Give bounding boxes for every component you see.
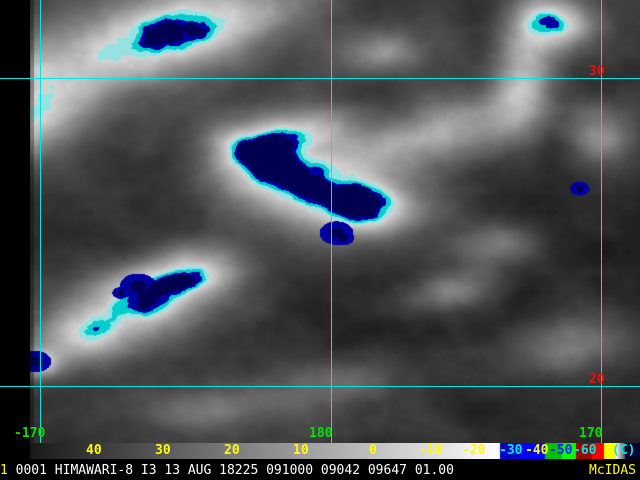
colorbar-tick-neg40: -40 bbox=[525, 443, 549, 458]
colorbar-units-label: (C) bbox=[612, 443, 636, 458]
colorbar-tick-neg20: -20 bbox=[462, 443, 486, 458]
colorbar-tick-40: 40 bbox=[86, 443, 102, 458]
colorbar-tick-10: 10 bbox=[293, 443, 309, 458]
colorbar-tick-20: 20 bbox=[224, 443, 240, 458]
latitude-gridline-20s bbox=[0, 386, 640, 387]
longitude-label-170w: -170 bbox=[14, 426, 46, 441]
satellite-image-canvas bbox=[0, 0, 640, 443]
colorbar-tick-neg60: -60 bbox=[573, 443, 597, 458]
longitude-gridline-170w bbox=[40, 0, 41, 443]
latitude-label-20: 20 bbox=[589, 372, 605, 387]
latitude-label-30: 30 bbox=[589, 64, 605, 79]
colorbar-tick-neg30: -30 bbox=[499, 443, 523, 458]
frame-number: 1 bbox=[0, 463, 8, 478]
status-line: 1 0001 HIMAWARI-8 I3 13 AUG 18225 091000… bbox=[0, 461, 640, 480]
longitude-label-170e: 170 bbox=[579, 426, 603, 441]
status-line-text: 0001 HIMAWARI-8 I3 13 AUG 18225 091000 0… bbox=[7, 463, 454, 478]
latitude-gridline-30s bbox=[0, 78, 640, 79]
colorbar-tick-30: 30 bbox=[155, 443, 171, 458]
temperature-colorbar-canvas bbox=[0, 443, 640, 459]
colorbar-tick-neg50: -50 bbox=[549, 443, 573, 458]
colorbar-tick-neg10: -10 bbox=[419, 443, 443, 458]
mcidas-branding-label: McIDAS bbox=[589, 463, 636, 478]
satellite-image-panel[interactable]: 30 20 -170 180 170 bbox=[0, 0, 640, 443]
data-void-band bbox=[0, 0, 30, 443]
temperature-colorbar[interactable]: 40 30 20 10 0 -10 -20 -30 -40 -50 -60 (C… bbox=[0, 443, 640, 459]
longitude-label-180: 180 bbox=[309, 426, 333, 441]
longitude-gridline-170e bbox=[601, 0, 602, 443]
longitude-gridline-180 bbox=[331, 0, 332, 443]
colorbar-tick-0: 0 bbox=[369, 443, 377, 458]
